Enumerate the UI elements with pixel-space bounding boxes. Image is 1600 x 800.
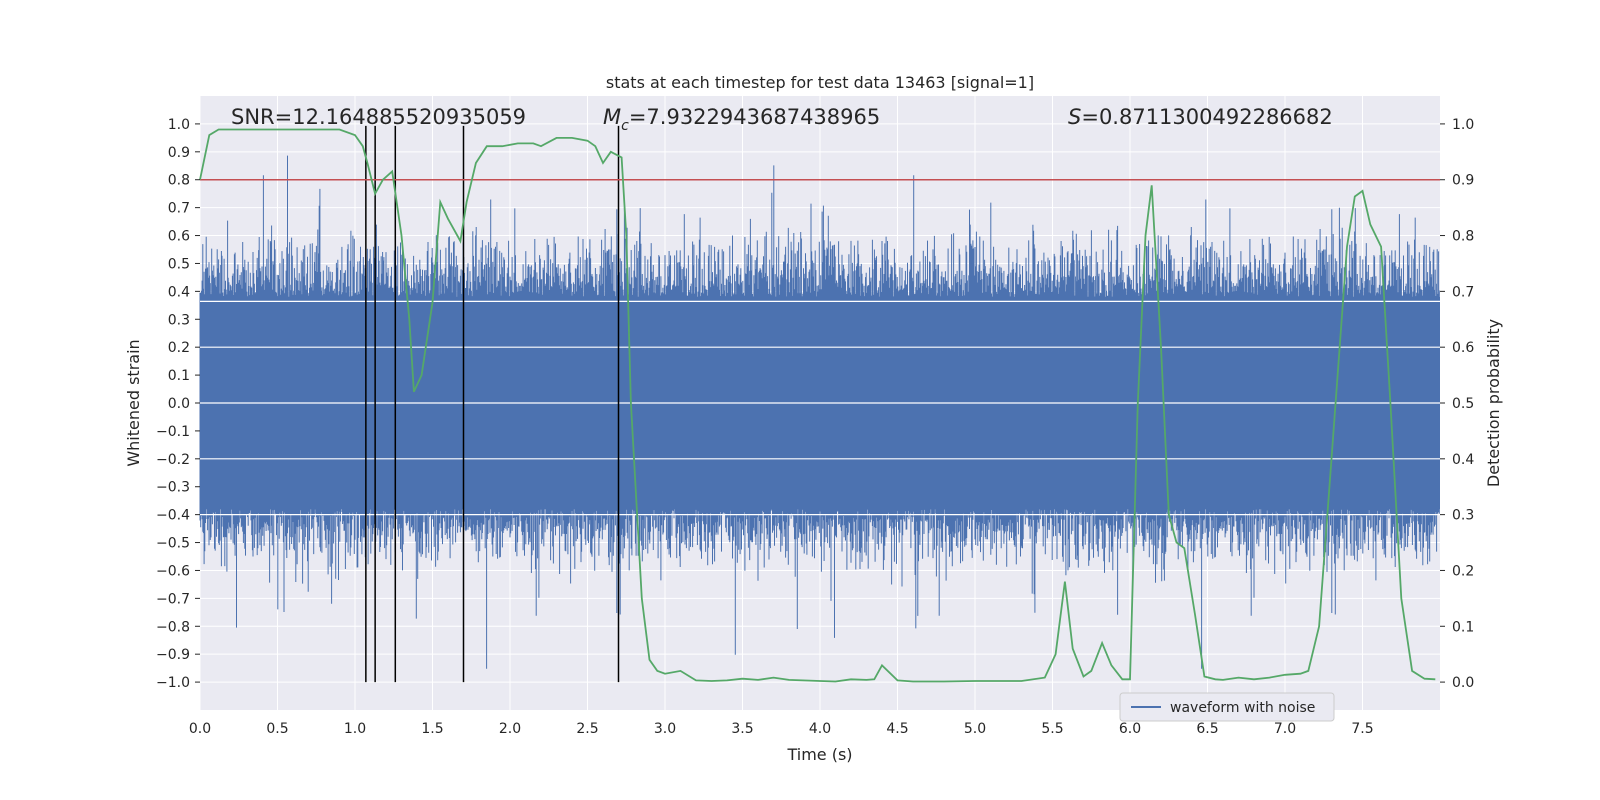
- y-left-tick-label: 0.3: [168, 312, 190, 328]
- x-axis-ticks: 0.0 0.5 1.0 1.5 2.0 2.5 3.0 3.5 4.0 4.5 5.0 5.5 6.0 6…: [189, 721, 1374, 737]
- y-left-axis-label: Whitened strain: [124, 339, 143, 466]
- y-right-tick-label: 0.4: [1452, 452, 1474, 468]
- x-tick-label: 5.5: [1041, 721, 1063, 737]
- y-left-tick-label: −1.0: [156, 675, 190, 691]
- x-tick-label: 2.5: [576, 721, 598, 737]
- y-left-tick-label: 0.4: [168, 284, 190, 300]
- x-tick-label: 2.0: [499, 721, 521, 737]
- y-left-tick-label: 0.7: [168, 201, 190, 217]
- s-value: =0.8711300492286682: [1081, 105, 1332, 129]
- x-tick-label: 3.0: [654, 721, 676, 737]
- y-right-tick-label: 0.2: [1452, 563, 1474, 579]
- y-right-tick-label: 0.0: [1452, 675, 1474, 691]
- x-tick-label: 0.5: [266, 721, 288, 737]
- snr-annotation: SNR=12.164885520935059: [231, 105, 526, 129]
- y-left-tick-label: −0.1: [156, 424, 190, 440]
- y-right-tick-label: 0.5: [1452, 396, 1474, 412]
- y-right-tick-label: 0.6: [1452, 340, 1474, 356]
- y-right-tick-label: 1.0: [1452, 117, 1474, 133]
- detection-probability-line: [199, 128, 1436, 683]
- y-right-axis-ticks: 1.0 0.9 0.8 0.7 0.6 0.5 0.4 0.3 0.2 0.1 0.0: [1440, 117, 1474, 691]
- y-left-tick-label: −0.3: [156, 480, 190, 496]
- x-tick-label: 4.0: [809, 721, 831, 737]
- x-tick-label: 5.0: [964, 721, 986, 737]
- x-tick-label: 4.5: [886, 721, 908, 737]
- x-tick-label: 6.5: [1196, 721, 1218, 737]
- legend-label-waveform: waveform with noise: [1170, 700, 1315, 716]
- y-left-tick-label: 0.9: [168, 145, 190, 161]
- y-right-tick-label: 0.7: [1452, 284, 1474, 300]
- s-symbol: S: [1068, 105, 1081, 129]
- x-tick-label: 1.0: [344, 721, 366, 737]
- y-left-axis-ticks: 1.0 0.9 0.8 0.7 0.6 0.5 0.4 0.3 0.2 0.1 0.0 −0.1 −0.…: [156, 117, 200, 691]
- x-tick-label: 6.0: [1119, 721, 1141, 737]
- y-left-tick-label: 0.5: [168, 256, 190, 272]
- probability-trace: [199, 128, 1436, 683]
- y-left-tick-label: −0.8: [156, 619, 190, 635]
- y-left-tick-label: −0.9: [156, 647, 190, 663]
- chirp-mass-value: =7.9322943687438965: [629, 105, 880, 129]
- y-left-tick-label: −0.6: [156, 563, 190, 579]
- waveform-with-noise: [199, 155, 1440, 669]
- y-left-tick-label: 0.1: [168, 368, 190, 384]
- y-right-tick-label: 0.8: [1452, 229, 1474, 245]
- y-left-tick-label: 0.8: [168, 173, 190, 189]
- x-tick-label: 3.5: [731, 721, 753, 737]
- chirp-mass-annotation: Mc=7.9322943687438965: [603, 105, 880, 134]
- legend: waveform with noise: [1119, 692, 1335, 722]
- y-left-tick-label: 1.0: [168, 117, 190, 133]
- legend-box: [1119, 692, 1335, 722]
- y-right-axis-label: Detection probability: [1484, 319, 1503, 487]
- chirp-mass-subscript: c: [621, 118, 629, 134]
- s-annotation: S=0.8711300492286682: [1068, 105, 1333, 129]
- x-tick-label: 7.5: [1351, 721, 1373, 737]
- y-left-tick-label: −0.5: [156, 536, 190, 552]
- y-left-tick-label: 0.0: [168, 396, 190, 412]
- x-axis-label: Time (s): [786, 745, 852, 764]
- x-tick-label: 1.5: [421, 721, 443, 737]
- y-left-tick-label: −0.7: [156, 591, 190, 607]
- y-left-tick-label: 0.6: [168, 229, 190, 245]
- y-right-tick-label: 0.1: [1452, 619, 1474, 635]
- y-right-tick-label: 0.3: [1452, 508, 1474, 524]
- x-tick-label: 0.0: [189, 721, 211, 737]
- y-left-tick-label: 0.2: [168, 340, 190, 356]
- chirp-mass-symbol: M: [603, 105, 621, 129]
- y-right-tick-label: 0.9: [1452, 173, 1474, 189]
- y-left-tick-label: −0.2: [156, 452, 190, 468]
- x-tick-label: 7.0: [1274, 721, 1296, 737]
- y-left-tick-label: −0.4: [156, 508, 190, 524]
- chart-title: stats at each timestep for test data 134…: [606, 73, 1034, 92]
